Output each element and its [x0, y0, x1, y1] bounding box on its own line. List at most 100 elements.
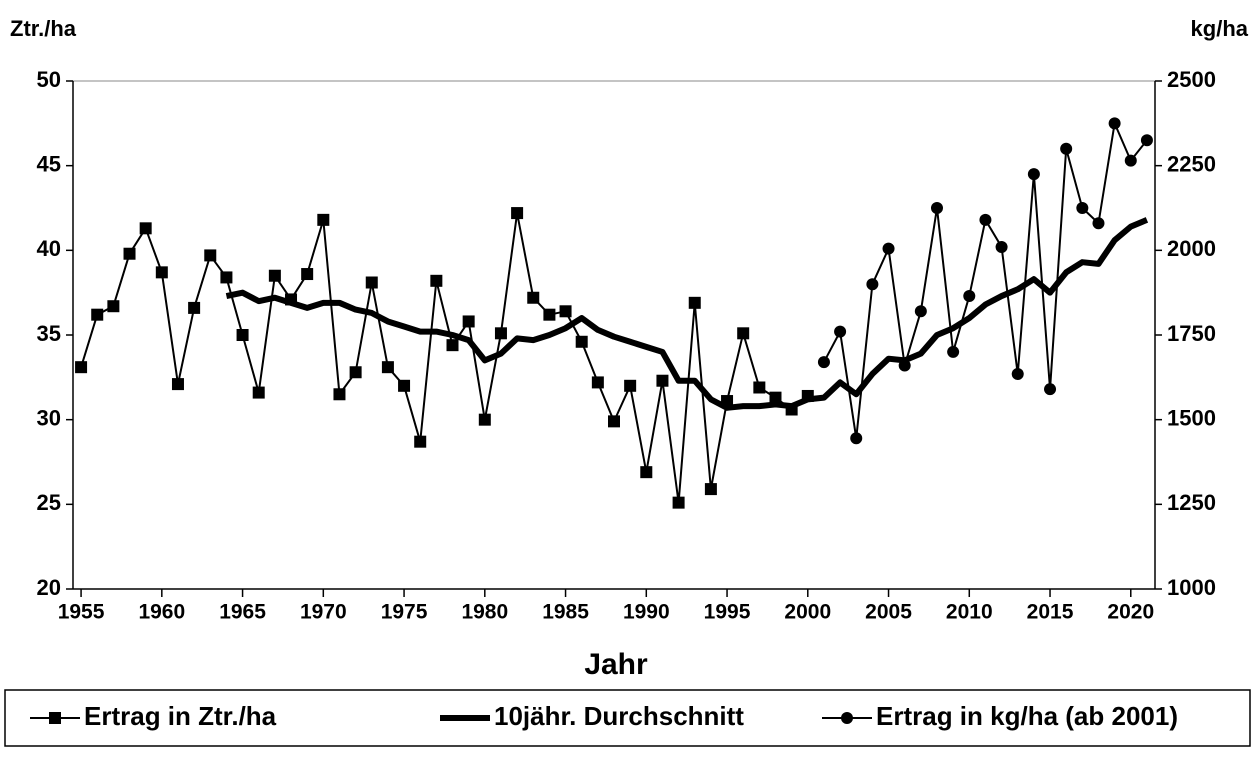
series-line	[80, 212, 809, 504]
point	[930, 202, 943, 214]
y2-tick-label: 2000	[1167, 236, 1216, 261]
legend-box	[4, 689, 1251, 747]
x-tick-label: 2015	[1027, 601, 1074, 624]
point	[850, 432, 863, 445]
point	[1140, 134, 1153, 147]
y-tick-label: 25	[37, 490, 61, 515]
point	[1092, 217, 1105, 230]
point	[1108, 117, 1121, 130]
point	[398, 379, 411, 392]
x-tick-label: 1990	[623, 601, 670, 624]
point	[947, 345, 960, 358]
x-tick-label: 1970	[300, 601, 347, 624]
y-tick-label: 45	[37, 151, 61, 176]
point	[1011, 367, 1024, 380]
point	[543, 308, 556, 321]
point	[995, 240, 1008, 253]
point	[171, 378, 184, 391]
point	[834, 325, 847, 338]
series-line	[225, 217, 1149, 411]
y-tick-label: 20	[37, 575, 61, 600]
point	[769, 391, 782, 404]
point	[301, 268, 314, 281]
legend-marker	[841, 712, 853, 724]
point	[462, 315, 475, 328]
point	[430, 274, 443, 287]
y2-tick-label: 2500	[1167, 67, 1216, 92]
point	[898, 359, 911, 372]
point	[1060, 142, 1073, 155]
point	[381, 361, 394, 374]
point	[575, 335, 588, 348]
y2-tick-label: 2250	[1167, 151, 1216, 176]
point	[1044, 383, 1057, 396]
point	[155, 266, 168, 279]
point	[139, 222, 152, 235]
y-tick-label: 50	[37, 67, 61, 92]
point	[672, 496, 685, 509]
x-tick-label: 1980	[461, 601, 508, 624]
point	[236, 329, 249, 341]
y-tick-label: 40	[37, 236, 61, 261]
point	[446, 339, 459, 352]
point	[914, 305, 927, 318]
point	[220, 271, 233, 284]
x-tick-label: 2020	[1107, 601, 1154, 624]
point	[478, 413, 491, 426]
point	[268, 269, 281, 282]
point	[252, 386, 265, 399]
x-axis-label: Jahr	[584, 648, 648, 681]
point	[979, 213, 992, 226]
y2-tick-label: 1000	[1167, 575, 1216, 600]
point	[591, 376, 604, 389]
point	[656, 374, 669, 387]
y-tick-label: 30	[37, 405, 61, 430]
x-tick-label: 2000	[784, 601, 831, 624]
x-tick-label: 1955	[58, 601, 105, 624]
x-tick-label: 2010	[946, 601, 993, 624]
legend-label: Ertrag in kg/ha (ab 2001)	[876, 701, 1178, 731]
point	[317, 213, 330, 226]
y-axis-label: Ztr./ha	[10, 16, 77, 41]
point	[188, 301, 201, 314]
y2-tick-label: 1750	[1167, 321, 1216, 346]
y2-tick-label: 1250	[1167, 490, 1216, 515]
point	[494, 327, 507, 340]
point	[123, 247, 136, 260]
point	[882, 242, 895, 255]
x-tick-label: 1960	[138, 601, 185, 624]
point	[1027, 168, 1040, 181]
point	[624, 379, 637, 392]
point	[737, 327, 750, 340]
point	[963, 290, 976, 303]
x-tick-label: 1965	[219, 601, 266, 624]
point	[608, 415, 620, 428]
point	[817, 356, 830, 369]
point	[640, 466, 653, 479]
x-tick-label: 1985	[542, 601, 589, 624]
point	[688, 296, 701, 309]
legend-marker	[49, 712, 61, 724]
point	[204, 249, 217, 262]
x-tick-label: 1975	[381, 601, 428, 624]
point	[333, 388, 346, 401]
point	[704, 483, 717, 496]
point	[1124, 154, 1137, 167]
point	[527, 291, 540, 304]
x-tick-label: 2005	[865, 601, 912, 624]
y2-tick-label: 1500	[1167, 405, 1216, 430]
point	[91, 308, 104, 321]
point	[511, 207, 524, 220]
point	[414, 435, 427, 448]
point	[1076, 202, 1089, 214]
point	[559, 305, 572, 318]
point	[866, 278, 879, 291]
x-tick-label: 1995	[704, 601, 751, 624]
point	[75, 361, 88, 374]
point	[365, 276, 378, 289]
y-tick-label: 35	[37, 321, 61, 346]
point	[107, 300, 120, 313]
point	[753, 381, 766, 394]
legend-label: 10jähr. Durchschnitt	[494, 701, 744, 731]
